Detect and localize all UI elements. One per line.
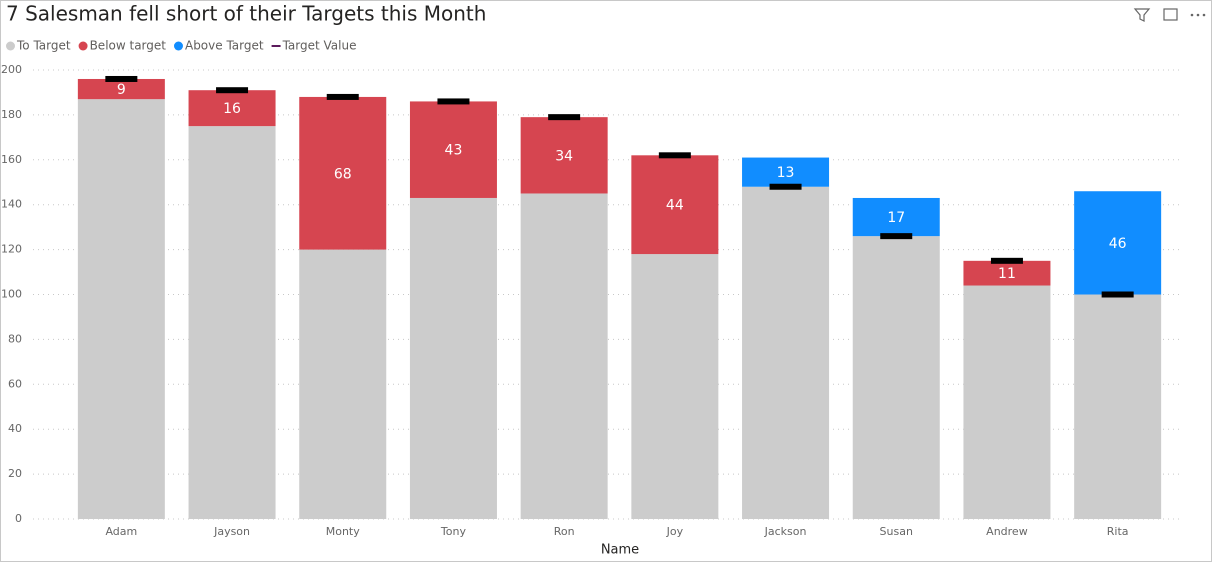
- data-label: 68: [334, 166, 352, 182]
- y-tick-label: 160: [1, 153, 22, 166]
- y-tick-label: 0: [15, 512, 22, 525]
- target-marker: [326, 93, 359, 100]
- bar-segment: [188, 126, 276, 519]
- legend-swatch: [6, 41, 15, 51]
- more-icon[interactable]: [1190, 13, 1206, 17]
- filter-icon[interactable]: [1133, 8, 1151, 22]
- y-tick-label: 200: [1, 63, 22, 76]
- data-label: 46: [1109, 236, 1127, 252]
- bar-segment: [299, 96, 387, 250]
- y-tick-label: 140: [1, 198, 22, 211]
- bar-segment: [409, 197, 497, 519]
- bar-segment: [299, 249, 387, 519]
- legend-swatch: [173, 41, 183, 51]
- target-marker: [990, 257, 1023, 264]
- bar-segment: [520, 117, 608, 194]
- x-tick-label: Rita: [1107, 525, 1129, 538]
- bar-segment: [520, 193, 608, 519]
- target-marker: [216, 87, 249, 94]
- x-tick-label: Monty: [326, 525, 361, 538]
- bar-segment: [631, 254, 719, 519]
- data-label: 9: [117, 82, 126, 98]
- bar-segment: [852, 197, 940, 237]
- legend-label: Target Value: [282, 39, 357, 53]
- bar-segment: [631, 155, 719, 255]
- y-tick-label: 40: [8, 422, 22, 435]
- data-label: 34: [555, 148, 573, 164]
- bar-segment: [742, 186, 830, 520]
- target-marker: [1101, 291, 1134, 298]
- legend-label: Above Target: [185, 39, 264, 53]
- target-marker: [548, 114, 581, 121]
- bar-segment: [77, 78, 165, 100]
- y-tick-label: 100: [1, 288, 22, 301]
- x-tick-label: Tony: [440, 525, 467, 538]
- y-tick-label: 80: [8, 332, 22, 345]
- bar-segment: [1074, 294, 1162, 519]
- bar-segment: [852, 236, 940, 519]
- target-marker: [437, 98, 470, 105]
- chart-title: 7 Salesman fell short of their Targets t…: [6, 2, 486, 26]
- data-label: 16: [223, 101, 241, 117]
- focus-icon[interactable]: [1163, 8, 1178, 21]
- bar-segment: [77, 99, 165, 519]
- y-tick-label: 120: [1, 243, 22, 256]
- x-tick-label: Jackson: [764, 525, 807, 538]
- x-tick-label: Susan: [880, 525, 913, 538]
- data-label: 43: [445, 143, 463, 159]
- x-tick-label: Jayson: [213, 525, 250, 538]
- legend-swatch: [78, 41, 88, 51]
- bar-segment: [1074, 191, 1162, 295]
- data-label: 44: [666, 198, 684, 214]
- target-marker: [769, 183, 802, 190]
- target-marker: [105, 75, 138, 82]
- x-tick-label: Ron: [554, 525, 575, 538]
- header-icons[interactable]: [1133, 8, 1206, 22]
- y-tick-label: 20: [8, 467, 22, 480]
- data-label: 13: [777, 165, 795, 181]
- legend-label: Below target: [90, 39, 167, 53]
- x-tick-label: Andrew: [986, 525, 1028, 538]
- legend-label: To Target: [16, 39, 71, 53]
- x-tick-label: Adam: [105, 525, 137, 538]
- legend: To Target Below target Above Target Target …: [6, 39, 356, 53]
- x-tick-label: Joy: [666, 525, 684, 538]
- y-tick-label: 180: [1, 108, 22, 121]
- target-marker: [658, 152, 691, 159]
- x-axis-title: Name: [601, 543, 639, 558]
- bar-segment: [963, 285, 1051, 519]
- y-tick-label: 60: [8, 377, 22, 390]
- bar-segment: [742, 157, 830, 187]
- bar-segment: [188, 90, 276, 127]
- data-label: 11: [998, 266, 1016, 282]
- bar-segment: [409, 101, 497, 198]
- data-label: 17: [887, 210, 905, 226]
- target-marker: [880, 233, 913, 240]
- bar-segment: [963, 260, 1051, 286]
